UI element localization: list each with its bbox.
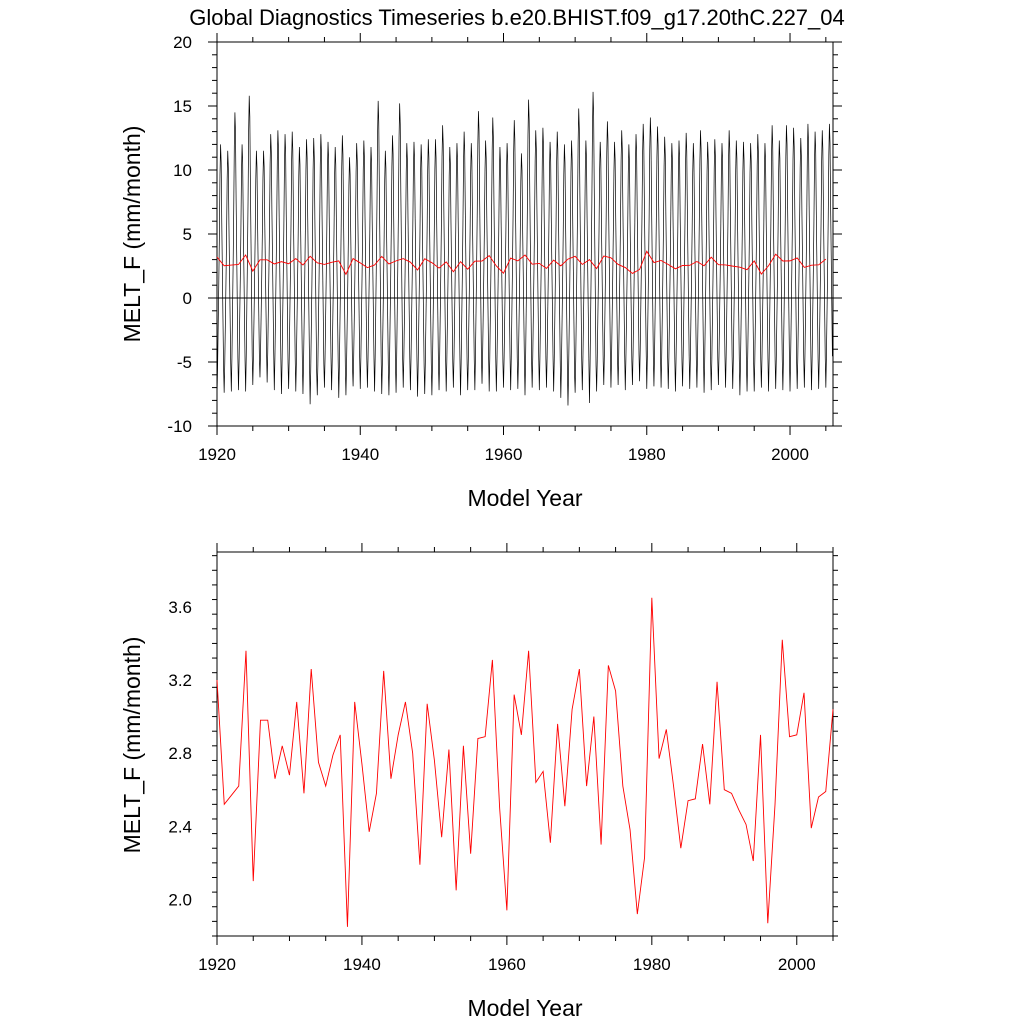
y-tick-label: -5 [177, 353, 192, 372]
annual-mean-line [216, 250, 827, 276]
tick-labels: 1920 1940 1960 1980 2000 2.0 2.4 2.8 3.2 3.6 [168, 598, 815, 974]
x-tick-label: 1960 [488, 955, 526, 974]
x-tick-label: 2000 [771, 445, 809, 464]
x-tick-label: 1980 [633, 955, 671, 974]
y-tick-label: 15 [173, 97, 192, 116]
x-tick-label: 2000 [778, 955, 816, 974]
y-tick-label: -10 [167, 417, 192, 436]
x-tick-label: 1940 [341, 445, 379, 464]
axis-ticks [208, 33, 842, 435]
y-tick-label: 10 [173, 161, 192, 180]
y-axis-title: MELT_F (mm/month) [119, 637, 145, 854]
plot-frame [216, 551, 834, 937]
y-tick-label: 0 [183, 289, 192, 308]
series-group [216, 91, 833, 406]
y-tick-label: 2.4 [168, 817, 192, 836]
axis-ticks [212, 543, 838, 945]
x-tick-label: 1940 [343, 955, 381, 974]
y-tick-label: 2.8 [168, 744, 192, 763]
timeseries-panel-monthly: 1920 1940 1960 1980 2000 -10 -5 0 5 10 15 20 Model … [119, 33, 842, 511]
y-tick-label: 5 [183, 225, 192, 244]
series-group [216, 597, 834, 927]
annual-mean-line [216, 597, 834, 927]
y-axis-title: MELT_F (mm/month) [119, 126, 145, 343]
timeseries-panel-annual: 1920 1940 1960 1980 2000 2.0 2.4 2.8 3.2 3.6 Mode… [119, 543, 838, 1021]
x-axis-title: Model Year [467, 485, 582, 511]
y-tick-label: 2.0 [168, 890, 192, 909]
x-axis-title: Model Year [467, 995, 582, 1021]
x-tick-label: 1960 [485, 445, 523, 464]
y-tick-label: 3.6 [168, 598, 192, 617]
monthly-values-line [216, 91, 833, 406]
y-tick-label: 3.2 [168, 671, 192, 690]
tick-labels: 1920 1940 1960 1980 2000 -10 -5 0 5 10 15 20 [167, 33, 809, 464]
figure-title: Global Diagnostics Timeseries b.e20.BHIS… [189, 5, 845, 30]
y-tick-label: 20 [173, 33, 192, 52]
x-tick-label: 1920 [198, 445, 236, 464]
x-tick-label: 1980 [628, 445, 666, 464]
x-tick-label: 1920 [198, 955, 236, 974]
